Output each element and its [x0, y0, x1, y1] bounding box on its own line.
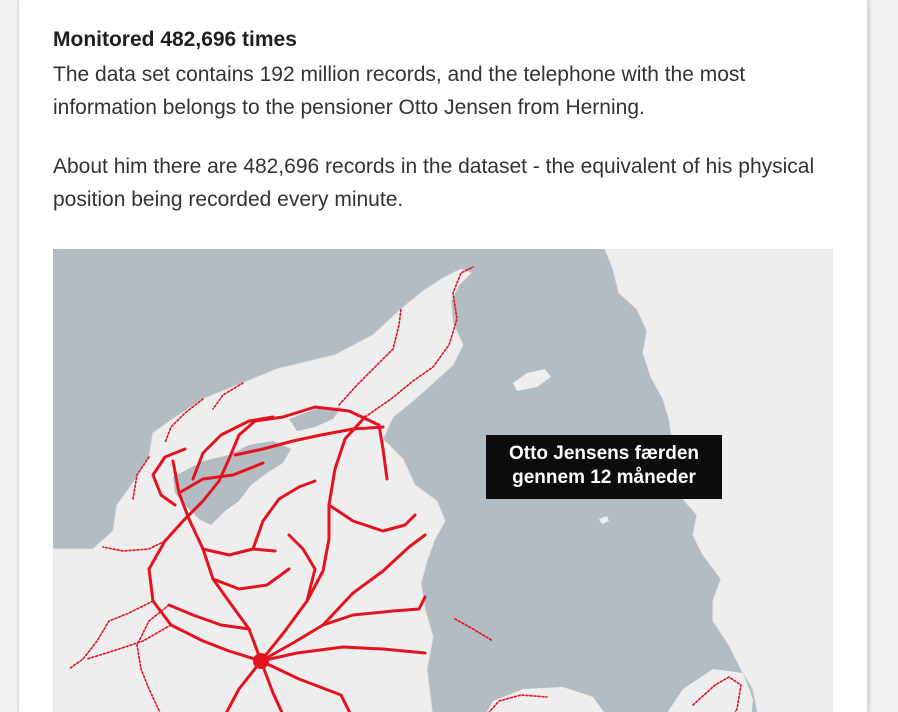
tracking-map: Otto Jensens færden gennem 12 måneder	[53, 249, 833, 712]
water-limfjord-east	[289, 407, 341, 431]
map-caption-line-2: gennem 12 måneder	[512, 467, 696, 488]
article-card: Monitored 482,696 times The data set con…	[18, 0, 868, 712]
section-heading: Monitored 482,696 times	[53, 28, 297, 51]
map-caption-box: Otto Jensens færden gennem 12 måneder	[486, 435, 722, 499]
land-islet-1	[649, 283, 663, 297]
land-island-anholt	[513, 369, 551, 391]
land-zealand	[667, 669, 753, 712]
land-islet-2	[693, 315, 707, 329]
land-jutland	[53, 268, 472, 712]
land-islet-3	[599, 516, 609, 524]
article-paragraph-2: About him there are 482,696 records in t…	[53, 155, 815, 211]
land-funen	[486, 687, 604, 712]
article-paragraph-1: The data set contains 192 million record…	[53, 63, 746, 119]
map-graphic	[53, 249, 833, 712]
tracking-routes	[68, 266, 742, 712]
home-cluster	[253, 653, 269, 669]
map-caption-line-1: Otto Jensens færden	[508, 443, 700, 464]
